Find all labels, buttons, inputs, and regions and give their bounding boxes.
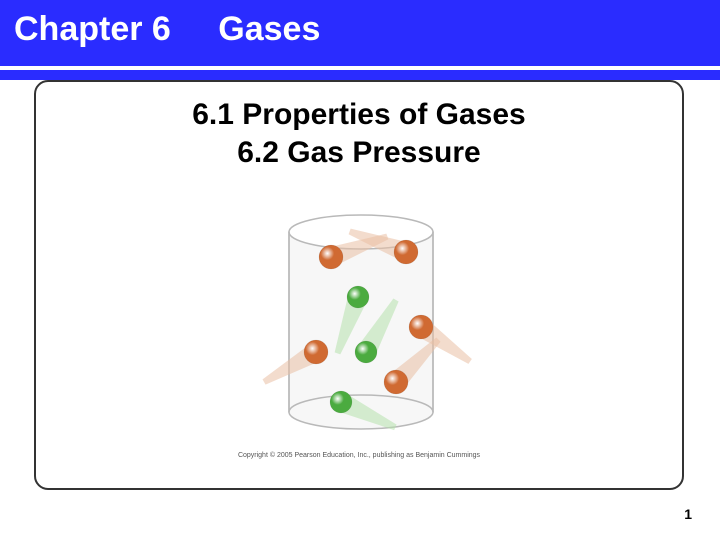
body-blue-strip [0,70,720,80]
section-line-1: 6.1 Properties of Gases [36,96,682,134]
gas-container-diagram [246,202,476,452]
header-text: Chapter 6 Gases [14,10,320,49]
section-line-2: 6.2 Gas Pressure [36,134,682,172]
chapter-title: Gases [218,10,320,48]
copyright-text: Copyright © 2005 Pearson Education, Inc.… [36,452,682,459]
section-headings: 6.1 Properties of Gases 6.2 Gas Pressure [36,96,682,171]
content-frame: 6.1 Properties of Gases 6.2 Gas Pressure… [34,80,684,490]
chapter-label: Chapter 6 [14,10,171,48]
page-number: 1 [684,506,692,522]
